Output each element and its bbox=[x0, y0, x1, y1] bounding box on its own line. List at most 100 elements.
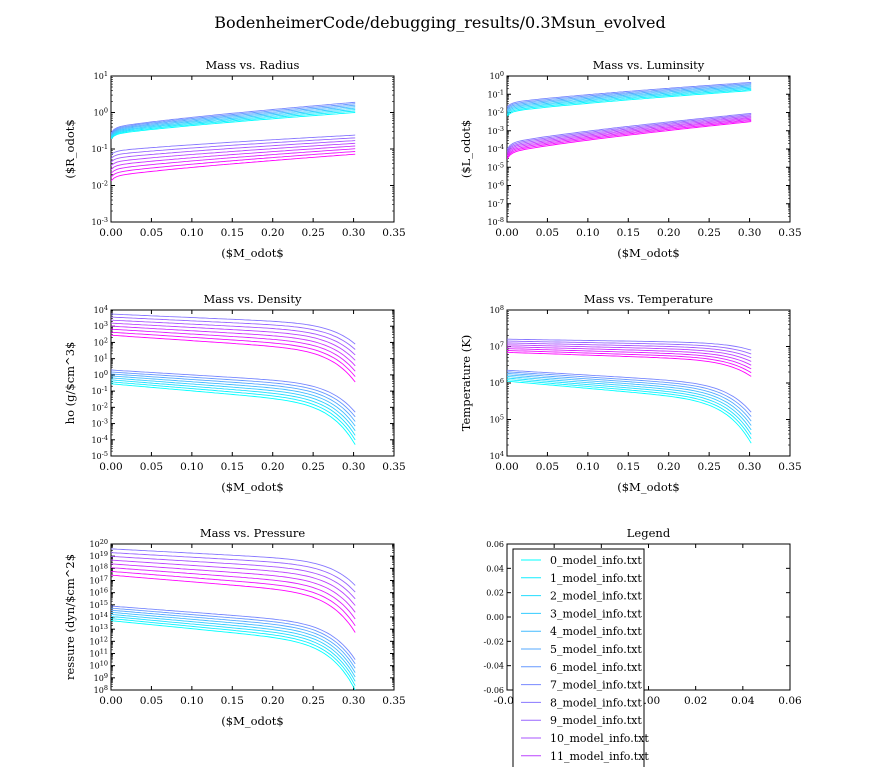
series-line-4 bbox=[111, 375, 356, 427]
chart-panel-0: Mass vs. Radius 0.00 0.05 0.10 0.15 0.20 0.25 0… bbox=[63, 58, 406, 260]
chart-panel-4: Mass vs. Pressure 0.00 0.05 0.10 0.15 0.20 0.2… bbox=[63, 526, 406, 728]
series-line-8 bbox=[111, 134, 356, 155]
x-tick-label: 0.35 bbox=[778, 461, 801, 473]
y-tick-label: 1020 bbox=[90, 538, 108, 549]
y-axis-label: ho (g/$cm^3$ bbox=[63, 342, 77, 425]
series-line-3 bbox=[111, 613, 356, 678]
y-tick-label: 100 bbox=[490, 70, 504, 81]
x-tick-label: 0.05 bbox=[140, 695, 163, 707]
x-tick-label: 0.30 bbox=[342, 227, 365, 239]
x-axis-label: ($M_odot$ bbox=[221, 246, 283, 260]
series-line-8 bbox=[111, 313, 356, 345]
series-line-10 bbox=[111, 140, 356, 163]
series-group bbox=[111, 548, 356, 690]
x-tick-label: 0.25 bbox=[301, 461, 324, 473]
x-tick-label: 0.30 bbox=[342, 461, 365, 473]
series-line-12 bbox=[111, 325, 356, 367]
series-group bbox=[507, 81, 752, 160]
series-line-11 bbox=[111, 559, 356, 606]
y-axis-label: ($L_odot$ bbox=[459, 120, 473, 178]
x-tick-label: 0.35 bbox=[382, 227, 405, 239]
x-tick-label: 0.05 bbox=[536, 227, 559, 239]
series-line-8 bbox=[507, 112, 752, 150]
y-tick-label: 10-3 bbox=[487, 125, 504, 136]
series-line-3 bbox=[507, 376, 752, 431]
series-line-9 bbox=[111, 316, 356, 350]
y-tick-label: 1010 bbox=[90, 660, 108, 671]
legend-label-2: 2_model_info.txt bbox=[550, 590, 642, 603]
y-tick-label: 10-2 bbox=[487, 107, 504, 118]
y-tick-label: 0.00 bbox=[486, 613, 504, 622]
x-tick-label: 0.35 bbox=[382, 461, 405, 473]
series-line-9 bbox=[111, 552, 356, 593]
series-line-15 bbox=[111, 334, 356, 383]
x-tick-label: 0.05 bbox=[536, 461, 559, 473]
y-tick-label: 0.06 bbox=[486, 540, 504, 549]
series-line-5 bbox=[507, 84, 752, 110]
y-tick-label: 10-1 bbox=[91, 385, 108, 396]
series-line-10 bbox=[507, 342, 752, 359]
series-line-1 bbox=[111, 110, 356, 139]
series-line-14 bbox=[111, 570, 356, 626]
series-line-1 bbox=[111, 618, 356, 686]
y-tick-label: 1019 bbox=[90, 550, 108, 561]
y-tick-label: 10-5 bbox=[487, 161, 504, 172]
series-line-2 bbox=[507, 377, 752, 435]
legend-label-0: 0_model_info.txt bbox=[550, 554, 642, 567]
series-line-15 bbox=[507, 351, 752, 377]
x-tick-label: 0.00 bbox=[495, 227, 518, 239]
y-tick-label: 1012 bbox=[90, 635, 108, 646]
legend-label-8: 8_model_info.txt bbox=[550, 696, 642, 709]
legend-label-3: 3_model_info.txt bbox=[550, 607, 642, 620]
chart-panel-3: Mass vs. Temperature 0.00 0.05 0.10 0.15 0.20… bbox=[459, 292, 802, 494]
chart-title: Mass vs. Pressure bbox=[200, 526, 306, 540]
y-axis-label: ressure (dyn/$cm^2$ bbox=[63, 554, 77, 680]
y-tick-label: 10-8 bbox=[487, 216, 504, 227]
series-line-9 bbox=[507, 340, 752, 355]
legend-label-4: 4_model_info.txt bbox=[550, 625, 642, 638]
series-line-7 bbox=[507, 369, 752, 413]
y-tick-label: 109 bbox=[94, 672, 108, 683]
chart-title: Mass vs. Radius bbox=[206, 58, 300, 72]
y-tick-label: 1018 bbox=[90, 562, 108, 573]
y-tick-label: 1016 bbox=[90, 587, 108, 598]
series-line-15 bbox=[111, 153, 356, 182]
y-tick-label: 10-7 bbox=[487, 198, 504, 209]
series-line-3 bbox=[507, 86, 752, 113]
x-tick-label: 0.15 bbox=[221, 461, 244, 473]
series-group bbox=[507, 338, 752, 444]
x-tick-label: 0.35 bbox=[778, 227, 801, 239]
series-line-0 bbox=[507, 90, 752, 117]
series-line-0 bbox=[111, 620, 356, 690]
series-line-12 bbox=[111, 145, 356, 170]
y-axis-label: Temperature (K) bbox=[459, 335, 473, 432]
y-tick-label: 1017 bbox=[90, 575, 108, 586]
x-tick-label: 0.00 bbox=[99, 461, 122, 473]
figure-title: BodenheimerCode/debugging_results/0.3Msu… bbox=[214, 13, 665, 32]
y-tick-label: 100 bbox=[94, 107, 108, 118]
legend: 0_model_info.txt 1_model_info.txt 2_model_… bbox=[512, 548, 649, 767]
series-line-1 bbox=[507, 379, 752, 440]
series-line-13 bbox=[507, 348, 752, 370]
x-tick-label: 0.25 bbox=[697, 227, 720, 239]
y-tick-label: -0.02 bbox=[483, 637, 504, 646]
y-tick-label: 10-3 bbox=[91, 216, 108, 227]
series-line-6 bbox=[111, 371, 356, 418]
series-line-1 bbox=[111, 381, 356, 441]
series-line-6 bbox=[507, 371, 752, 417]
chart-panel-2: Mass vs. Density 0.00 0.05 0.10 0.15 0.20 0.25… bbox=[63, 292, 406, 494]
legend-box bbox=[512, 548, 645, 767]
series-line-2 bbox=[507, 87, 752, 114]
x-tick-label: 0.10 bbox=[180, 695, 203, 707]
y-tick-label: 10-5 bbox=[91, 450, 108, 461]
y-tick-label: 10-2 bbox=[91, 180, 108, 191]
series-line-0 bbox=[111, 383, 356, 445]
x-tick-label: 0.10 bbox=[576, 461, 599, 473]
series-line-9 bbox=[507, 114, 752, 151]
y-tick-label: 0.02 bbox=[486, 589, 504, 598]
series-line-7 bbox=[111, 605, 356, 660]
chart-title: Mass vs. Luminsity bbox=[593, 58, 705, 72]
legend-label-5: 5_model_info.txt bbox=[550, 643, 642, 656]
series-line-13 bbox=[111, 328, 356, 372]
series-line-12 bbox=[111, 563, 356, 613]
